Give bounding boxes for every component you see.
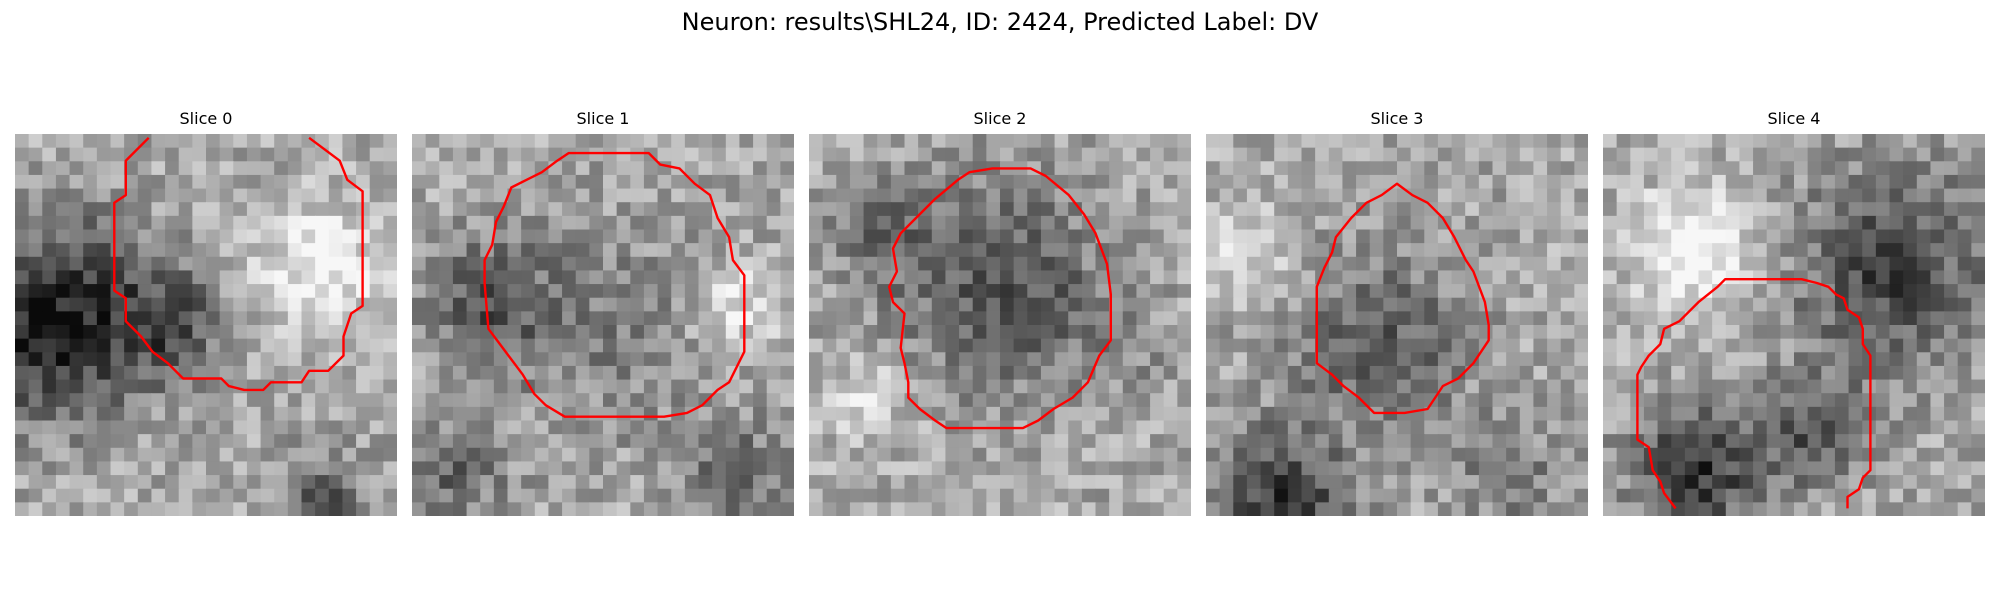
contour-outline [887, 167, 1112, 430]
slice-image-1 [412, 134, 794, 516]
slice-image-4 [1603, 134, 1985, 516]
contour-outline [1315, 182, 1490, 415]
slice-title: Slice 0 [179, 109, 233, 128]
slice-title: Slice 4 [1767, 109, 1821, 128]
slice-title: Slice 3 [1370, 109, 1424, 128]
contour-outline [1636, 277, 1872, 510]
figure-title: Neuron: results\SHL24, ID: 2424, Predict… [681, 8, 1319, 36]
slice-title: Slice 2 [973, 109, 1027, 128]
slice-image-0 [15, 134, 397, 516]
contour-outline [483, 151, 746, 418]
slice-image-2 [809, 134, 1191, 516]
contour-outline [113, 136, 364, 392]
slice-image-3 [1206, 134, 1588, 516]
slice-title: Slice 1 [576, 109, 630, 128]
